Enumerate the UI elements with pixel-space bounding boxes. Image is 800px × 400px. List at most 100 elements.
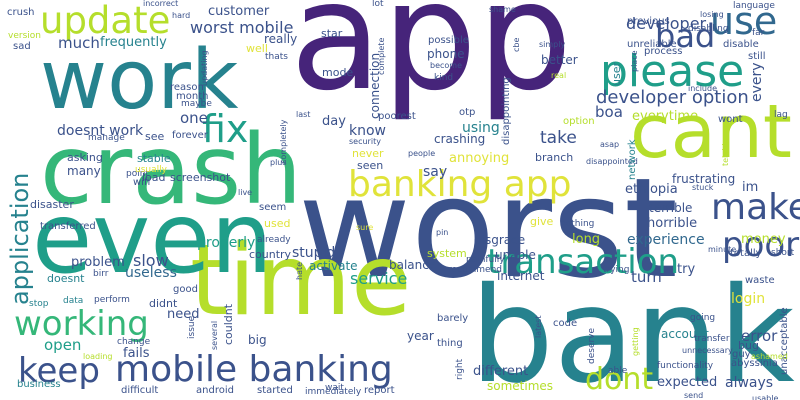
cloud-word-need: need <box>167 307 200 322</box>
cloud-word-frequently: frequently <box>100 35 167 50</box>
cloud-word-star: star <box>321 27 343 40</box>
cloud-word-doesnt-work: doesnt work <box>57 123 144 139</box>
cloud-word-disgrace: disgrace <box>474 233 526 247</box>
cloud-word-work: work <box>40 33 239 128</box>
cloud-word-boa: boa <box>595 103 623 121</box>
cloud-word-transferred: transferred <box>40 221 96 232</box>
cloud-word-never: never <box>352 147 384 160</box>
cloud-word-screenshot: screenshot <box>170 171 231 184</box>
cloud-word-updating: updating <box>200 50 209 86</box>
cloud-word-totally: totally <box>730 248 762 259</box>
cloud-word-issue: issue <box>187 315 197 339</box>
cloud-word-please: please <box>600 46 745 97</box>
cloud-word-user: user <box>610 62 623 86</box>
cloud-word-keep: keep <box>18 351 100 391</box>
cloud-word-frustrating: frustrating <box>672 172 736 186</box>
cloud-word-one: one <box>180 109 208 127</box>
cloud-word-become: become <box>430 61 463 70</box>
cloud-word-going: going <box>690 313 716 323</box>
cloud-word-transfer: transfer <box>694 334 730 344</box>
cloud-word-lag: lag <box>774 110 788 120</box>
cloud-word-already: already <box>257 235 291 245</box>
cloud-word-stop: stop <box>29 299 49 309</box>
cloud-word-change: change <box>117 337 151 347</box>
cloud-word-barely: barely <box>437 313 469 324</box>
cloud-word-several: several <box>210 320 219 350</box>
cloud-word-month: month <box>176 91 209 102</box>
cloud-word-make: make <box>711 187 800 228</box>
cloud-word-update: update <box>40 0 171 42</box>
cloud-word-bank: bank <box>470 259 795 400</box>
cloud-word-business: business <box>17 379 61 390</box>
cloud-word-ethiopia: ethiopia <box>625 182 678 197</box>
cloud-word-bug: bug <box>738 339 759 352</box>
cloud-word-otp: otp <box>459 107 476 118</box>
cloud-word-point: point <box>126 169 149 179</box>
cloud-word-give: give <box>530 215 554 228</box>
cloud-word-loading: loading <box>83 352 113 361</box>
cloud-word-take: take <box>540 128 577 148</box>
cloud-word-different: different <box>473 364 529 379</box>
cloud-word-properly: properly <box>197 235 256 251</box>
cloud-word-android: android <box>196 385 234 396</box>
cloud-word-time: time <box>190 224 412 338</box>
cloud-word-sure: sure <box>356 223 374 232</box>
cloud-word-manage: manage <box>88 133 125 143</box>
cloud-word-every: every <box>749 62 765 102</box>
cloud-word-activate: activate <box>309 259 358 273</box>
cloud-word-functionality: functionality <box>657 361 714 371</box>
cloud-word-kind: kind <box>434 73 454 83</box>
cloud-word-annoying: annoying <box>449 151 510 166</box>
cloud-word-simply: simply <box>539 40 566 49</box>
cloud-word-disappointing: disappointing <box>501 77 512 145</box>
cloud-word-really: really <box>264 32 298 46</box>
cloud-word-incorrect: incorrect <box>143 0 179 8</box>
cloud-word-see: see <box>145 130 165 143</box>
cloud-word-stable: stable <box>137 152 171 165</box>
cloud-word-thats: thats <box>265 52 288 62</box>
cloud-word-much: much <box>58 34 100 52</box>
cloud-word-guy: guy <box>732 349 751 360</box>
cloud-word-waste: waste <box>745 275 775 286</box>
cloud-word-dont: dont <box>585 362 654 397</box>
cloud-word-recommend: recommend <box>448 265 502 275</box>
cloud-word-disable: disable <box>723 39 759 50</box>
cloud-word-last: last <box>296 110 311 119</box>
cloud-word-wont: wont <box>718 114 743 125</box>
cloud-word-difficult: difficult <box>121 385 159 396</box>
cloud-word-even: even <box>32 182 273 296</box>
cloud-word-internet: internet <box>497 269 545 283</box>
cloud-word-asking: asking <box>67 151 103 164</box>
cloud-word-previous: previous <box>627 16 670 27</box>
cloud-word-code: code <box>553 318 578 329</box>
cloud-word-version: version <box>8 31 41 41</box>
cloud-word-live: live <box>238 188 253 197</box>
cloud-word-open: open <box>44 336 82 354</box>
cloud-word-reason: reason <box>170 82 204 93</box>
cloud-word-disabling: disabling <box>688 24 729 34</box>
cloud-word-money: money <box>741 232 786 247</box>
cloud-word-fix: fix <box>202 107 249 151</box>
cloud-word-transaction: transaction <box>487 242 680 282</box>
cloud-word-use: use <box>710 0 778 43</box>
cloud-word-deserve: deserve <box>587 327 597 364</box>
cloud-word-developer: developer <box>626 14 707 33</box>
cloud-word-losing: losing <box>700 10 724 19</box>
cloud-word-banking-app: banking app <box>348 164 572 205</box>
cloud-word-year: year <box>407 329 434 343</box>
cloud-word-couldnt: couldnt <box>222 303 235 345</box>
cloud-word-slow: slow <box>133 251 169 270</box>
cloud-word-experience: experience <box>627 232 705 248</box>
cloud-word-real: real <box>551 71 567 80</box>
cloud-word-seem: seem <box>259 202 287 213</box>
cloud-word-stupid: stupid <box>292 245 336 261</box>
cloud-word-able: able <box>608 366 628 376</box>
cloud-word-process: process <box>644 46 683 57</box>
cloud-word-pin: pin <box>436 228 449 237</box>
cloud-word-poorest: poorest <box>378 111 416 122</box>
cloud-word-expected: expected <box>657 375 718 390</box>
cloud-word-well: well <box>246 42 268 55</box>
cloud-word-everytime: everytime <box>632 109 699 124</box>
cloud-word-using: using <box>462 120 500 136</box>
cloud-word-sometimes: sometimes <box>487 379 554 393</box>
